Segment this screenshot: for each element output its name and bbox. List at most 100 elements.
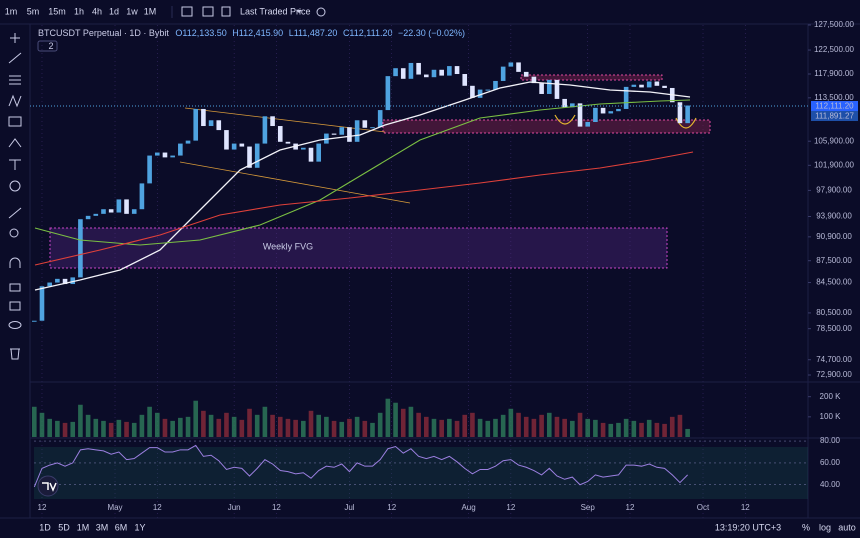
y-tick-label: 105,900.00: [814, 136, 855, 145]
volume-bar: [516, 412, 521, 437]
lock-all-tool[interactable]: [9, 301, 21, 311]
chart-type-icon[interactable]: [181, 6, 193, 17]
x-tick-label: May: [107, 503, 122, 512]
y-tick-label: 97,900.00: [816, 186, 852, 195]
indicators-toggle[interactable]: [37, 40, 58, 52]
tv-logo-glyph: [42, 482, 57, 492]
candle: [646, 81, 652, 88]
volume-bar: [224, 412, 229, 437]
volume-bar: [677, 414, 683, 437]
auto-toggle[interactable]: auto: [838, 522, 856, 532]
volume-bar: [400, 408, 406, 437]
ruler-tool[interactable]: [8, 207, 22, 219]
percent-toggle[interactable]: %: [802, 522, 810, 532]
interval-button[interactable]: 5m: [27, 6, 40, 16]
magnet-tool[interactable]: [9, 257, 21, 268]
crosshair-tool[interactable]: [10, 33, 20, 43]
interval-button[interactable]: 1d: [109, 6, 119, 16]
legend-line: BTCUSDT Perpetual · 1D · Bybit O112,133.…: [38, 28, 465, 38]
candle: [477, 89, 483, 98]
candle: [577, 103, 583, 127]
candle: [393, 68, 398, 77]
add-icon[interactable]: [316, 7, 326, 17]
volume-bar: [370, 422, 375, 437]
fvg-label: Weekly FVG: [263, 241, 313, 251]
range-button[interactable]: 1D: [39, 522, 51, 532]
volume-bar: [393, 402, 398, 437]
interval-button[interactable]: 4h: [92, 6, 102, 16]
indicators-icon[interactable]: [202, 6, 214, 17]
volume-bar: [201, 410, 206, 437]
zoom-tool[interactable]: [9, 228, 19, 238]
price-source[interactable]: Last Traded Price: [240, 6, 311, 16]
x-tick-label: 12: [387, 503, 396, 512]
volume-bar: [639, 422, 644, 437]
pattern-tool[interactable]: [8, 94, 22, 108]
candle: [462, 74, 468, 86]
volume-bar: [178, 417, 183, 437]
volume-tick-label: 200 K: [820, 392, 842, 401]
interval-button[interactable]: 1w: [126, 6, 138, 16]
volume-bar: [31, 406, 37, 437]
candle: [470, 85, 475, 98]
volume-bar: [208, 414, 214, 437]
candle: [677, 102, 683, 124]
y-tick-label: 74,700.00: [816, 355, 852, 364]
range-button[interactable]: 1M: [77, 522, 90, 532]
candle: [85, 215, 91, 220]
fib-tool[interactable]: [9, 75, 21, 85]
brush-tool[interactable]: [8, 138, 22, 148]
delete-tool[interactable]: [10, 348, 20, 360]
volume-bar: [277, 416, 283, 437]
candle: [493, 80, 498, 90]
projection-tool[interactable]: [8, 116, 22, 127]
volume-bar: [324, 416, 329, 437]
volume-bar: [500, 414, 506, 437]
volume-bar: [262, 406, 268, 437]
candle: [116, 199, 122, 213]
candle: [216, 120, 222, 131]
volume-bar: [562, 418, 567, 437]
lock-tool[interactable]: [9, 283, 21, 292]
candle: [316, 143, 322, 162]
interval-button[interactable]: 15m: [48, 6, 66, 16]
range-button[interactable]: 3M: [96, 522, 109, 532]
interval-button[interactable]: 1h: [74, 6, 84, 16]
volume-bar: [631, 420, 637, 437]
y-tick-label: 80,500.00: [816, 308, 852, 317]
volume-pane: 200 K 100 K: [31, 392, 842, 437]
candle: [254, 143, 260, 168]
price-axis: 127,500.00 122,500.00 117,900.00 113,500.00…: [808, 20, 855, 379]
high: H112,415.90: [232, 28, 283, 38]
candle: [431, 69, 437, 78]
volume-bar: [85, 414, 91, 437]
text-tool[interactable]: [9, 159, 21, 170]
emoji-tool[interactable]: [9, 180, 21, 192]
range-button[interactable]: 5D: [58, 522, 70, 532]
volume-bar: [662, 423, 667, 437]
candle: [277, 126, 283, 142]
candle: [108, 209, 114, 213]
indicators-count: 2: [48, 41, 53, 51]
volume-bar: [462, 414, 468, 437]
y-tick-label: 117,900.00: [814, 69, 854, 78]
y-tick-label: 84,500.00: [816, 278, 852, 287]
volume-bar: [185, 416, 191, 437]
interval-button[interactable]: 1M: [144, 6, 157, 16]
range-button[interactable]: 1Y: [134, 522, 145, 532]
candle: [416, 62, 421, 75]
visibility-tool[interactable]: [8, 321, 22, 329]
interval-button[interactable]: 1m: [5, 6, 18, 16]
log-toggle[interactable]: log: [819, 522, 831, 532]
volume-bar: [593, 419, 598, 437]
candle: [554, 79, 560, 99]
trendline-tool[interactable]: [8, 52, 22, 64]
candle: [301, 147, 306, 150]
compare-icon[interactable]: [221, 6, 231, 17]
candle: [201, 108, 206, 127]
range-button[interactable]: 6M: [115, 522, 128, 532]
volume-bar: [308, 410, 314, 437]
y-tick-label: 122,500.00: [814, 45, 855, 54]
y-tick-label: 72,900.00: [816, 370, 852, 379]
